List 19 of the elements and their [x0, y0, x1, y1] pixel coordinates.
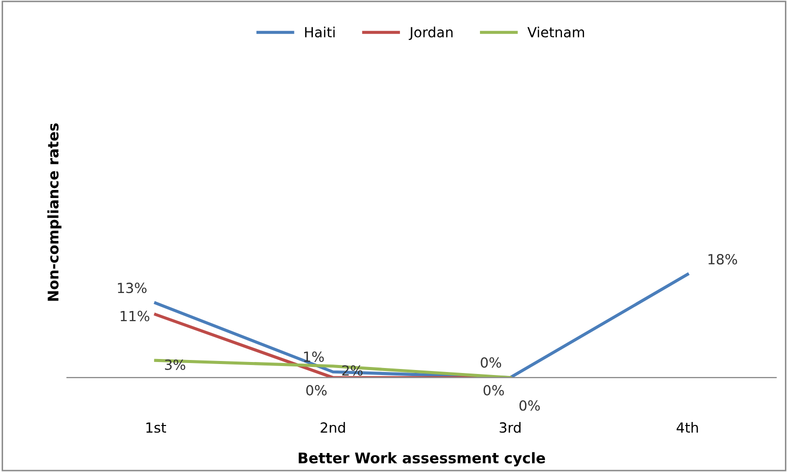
data-label: 11% — [120, 310, 150, 322]
y-axis-title: Non-compliance rates — [47, 123, 62, 301]
legend-label: Vietnam — [527, 26, 584, 38]
data-label: 13% — [118, 282, 147, 294]
legend-label: Jordan — [408, 26, 453, 40]
x-tick-label: 4th — [676, 422, 698, 433]
data-label: 2% — [342, 365, 363, 376]
data-label: 0% — [519, 400, 540, 411]
data-label: 0% — [480, 357, 502, 368]
data-label: 0% — [484, 385, 504, 396]
data-label: 1% — [304, 352, 324, 362]
data-label: 0% — [306, 385, 327, 396]
x-tick-label: 1st — [146, 422, 166, 433]
x-axis-title: Better Work assessment cycle — [298, 452, 546, 466]
data-label: 3% — [165, 359, 186, 370]
data-label: 18% — [708, 254, 738, 264]
x-tick-label: 2nd — [320, 422, 345, 433]
legend-label: Haiti — [305, 26, 335, 38]
x-tick-label: 3rd — [500, 422, 521, 433]
